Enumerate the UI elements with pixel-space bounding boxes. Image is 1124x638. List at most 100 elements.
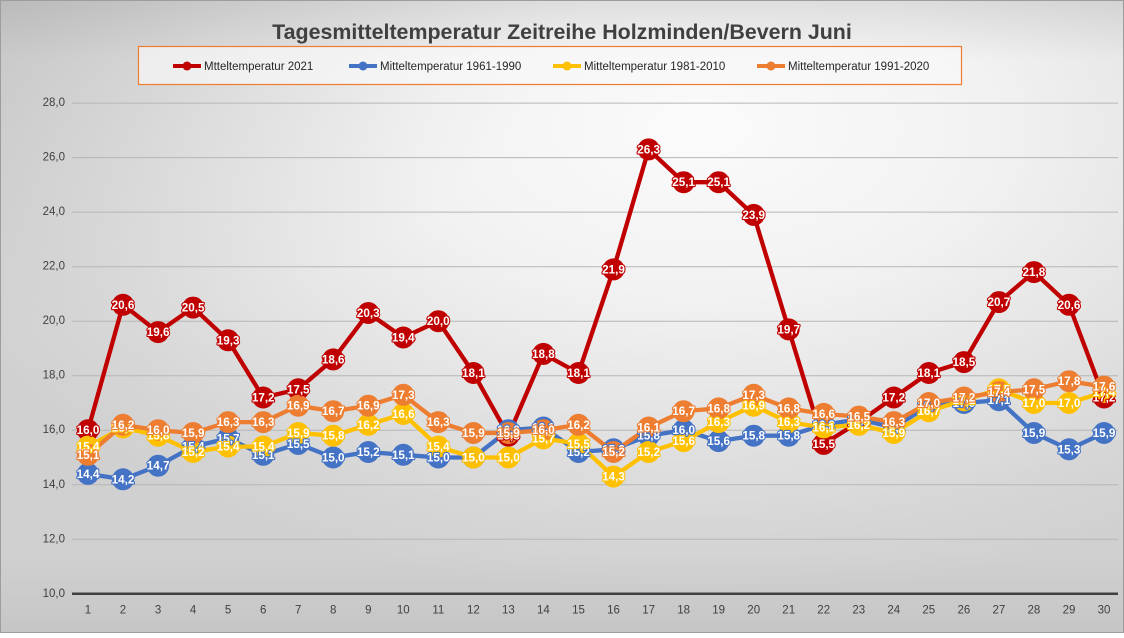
svg-text:16,0: 16,0: [532, 424, 555, 437]
svg-text:14,2: 14,2: [112, 473, 135, 486]
svg-text:17,0: 17,0: [1023, 397, 1046, 410]
svg-text:11: 11: [432, 605, 444, 617]
svg-text:17,2: 17,2: [252, 392, 275, 405]
svg-text:26,3: 26,3: [637, 143, 660, 156]
svg-text:14,0: 14,0: [43, 479, 65, 491]
svg-text:17,5: 17,5: [287, 383, 310, 396]
svg-text:3: 3: [155, 605, 161, 617]
svg-text:15,5: 15,5: [812, 438, 835, 451]
svg-text:17,4: 17,4: [988, 386, 1011, 399]
svg-text:16,1: 16,1: [882, 422, 905, 435]
svg-text:16,2: 16,2: [812, 419, 835, 432]
svg-text:20,6: 20,6: [112, 299, 135, 312]
svg-text:17,5: 17,5: [1023, 383, 1046, 396]
svg-text:19,7: 19,7: [777, 323, 800, 336]
svg-text:16,1: 16,1: [112, 422, 135, 435]
svg-text:16,7: 16,7: [672, 405, 695, 418]
svg-text:18,5: 18,5: [953, 356, 976, 369]
svg-text:6: 6: [260, 605, 266, 617]
svg-text:Mtteltemperatur 2021: Mtteltemperatur 2021: [204, 61, 313, 73]
svg-text:15,6: 15,6: [672, 435, 695, 448]
svg-text:21: 21: [782, 605, 795, 617]
svg-text:21,9: 21,9: [602, 263, 625, 276]
svg-text:24: 24: [887, 605, 900, 617]
svg-text:17,8: 17,8: [1058, 375, 1081, 388]
svg-text:16,2: 16,2: [357, 419, 380, 432]
svg-text:15,2: 15,2: [602, 446, 625, 459]
svg-text:20,0: 20,0: [43, 315, 65, 327]
svg-text:17,1: 17,1: [988, 394, 1011, 407]
svg-text:20,3: 20,3: [357, 307, 380, 320]
svg-text:18,6: 18,6: [322, 353, 345, 366]
svg-text:16,9: 16,9: [742, 400, 765, 413]
svg-text:16,3: 16,3: [217, 416, 240, 429]
svg-text:18,8: 18,8: [532, 348, 555, 361]
svg-text:16,8: 16,8: [707, 402, 730, 415]
svg-text:30: 30: [1098, 605, 1111, 617]
svg-text:15,9: 15,9: [1023, 427, 1046, 440]
svg-text:24,0: 24,0: [43, 206, 65, 218]
svg-text:15,4: 15,4: [182, 441, 205, 454]
svg-text:7: 7: [295, 605, 301, 617]
svg-text:16,3: 16,3: [707, 416, 730, 429]
svg-text:15,0: 15,0: [497, 452, 520, 465]
svg-text:20,0: 20,0: [427, 315, 450, 328]
svg-text:15,1: 15,1: [77, 449, 100, 462]
svg-text:27: 27: [993, 605, 1006, 617]
svg-text:15,9: 15,9: [497, 427, 520, 440]
svg-text:15,2: 15,2: [567, 446, 590, 459]
svg-text:16,2: 16,2: [567, 419, 590, 432]
svg-text:Mitteltemperatur 1961-1990: Mitteltemperatur 1961-1990: [380, 61, 521, 73]
svg-text:15,9: 15,9: [1093, 427, 1116, 440]
svg-text:15,1: 15,1: [252, 449, 275, 462]
svg-text:29: 29: [1063, 605, 1076, 617]
svg-text:16,7: 16,7: [917, 405, 940, 418]
svg-text:19,6: 19,6: [147, 326, 170, 339]
svg-text:15,9: 15,9: [882, 427, 905, 440]
svg-text:20: 20: [747, 605, 760, 617]
svg-text:15,2: 15,2: [637, 446, 660, 459]
svg-text:16,8: 16,8: [777, 402, 800, 415]
svg-text:18: 18: [677, 605, 690, 617]
svg-text:4: 4: [190, 605, 197, 617]
svg-text:14,3: 14,3: [602, 471, 625, 484]
svg-text:22,0: 22,0: [43, 261, 65, 273]
svg-text:16,2: 16,2: [847, 419, 870, 432]
svg-text:15,4: 15,4: [252, 441, 275, 454]
svg-text:17,0: 17,0: [953, 397, 976, 410]
svg-text:16,3: 16,3: [882, 416, 905, 429]
svg-text:15,2: 15,2: [357, 446, 380, 459]
svg-text:14,4: 14,4: [77, 468, 100, 481]
svg-text:16,9: 16,9: [917, 400, 940, 413]
svg-text:18,0: 18,0: [43, 370, 65, 382]
svg-text:14: 14: [537, 605, 550, 617]
svg-text:15,7: 15,7: [217, 432, 240, 445]
svg-text:16,1: 16,1: [532, 422, 555, 435]
svg-text:16,0: 16,0: [147, 424, 170, 437]
svg-text:15,5: 15,5: [567, 438, 590, 451]
svg-text:26,0: 26,0: [43, 152, 65, 164]
svg-text:Mitteltemperatur 1991-2020: Mitteltemperatur 1991-2020: [788, 61, 929, 73]
svg-text:21,8: 21,8: [1023, 266, 1046, 279]
svg-text:15,8: 15,8: [777, 430, 800, 443]
svg-text:15,2: 15,2: [182, 446, 205, 459]
svg-text:16,9: 16,9: [357, 400, 380, 413]
svg-text:15,0: 15,0: [462, 452, 485, 465]
svg-text:15,8: 15,8: [322, 430, 345, 443]
svg-text:16,3: 16,3: [427, 416, 450, 429]
svg-text:20,5: 20,5: [182, 302, 205, 315]
svg-text:15,9: 15,9: [182, 427, 205, 440]
svg-text:2: 2: [120, 605, 126, 617]
svg-text:17: 17: [642, 605, 655, 617]
svg-text:15,8: 15,8: [637, 430, 660, 443]
svg-text:16,0: 16,0: [77, 424, 100, 437]
svg-text:26: 26: [958, 605, 971, 617]
svg-text:17,2: 17,2: [953, 392, 976, 405]
svg-text:20,6: 20,6: [1058, 299, 1081, 312]
svg-text:17,0: 17,0: [917, 397, 940, 410]
svg-text:16,6: 16,6: [392, 408, 415, 421]
svg-text:15,8: 15,8: [147, 430, 170, 443]
svg-text:17,3: 17,3: [392, 389, 415, 402]
svg-text:12,0: 12,0: [43, 533, 65, 545]
svg-text:15,4: 15,4: [217, 441, 240, 454]
